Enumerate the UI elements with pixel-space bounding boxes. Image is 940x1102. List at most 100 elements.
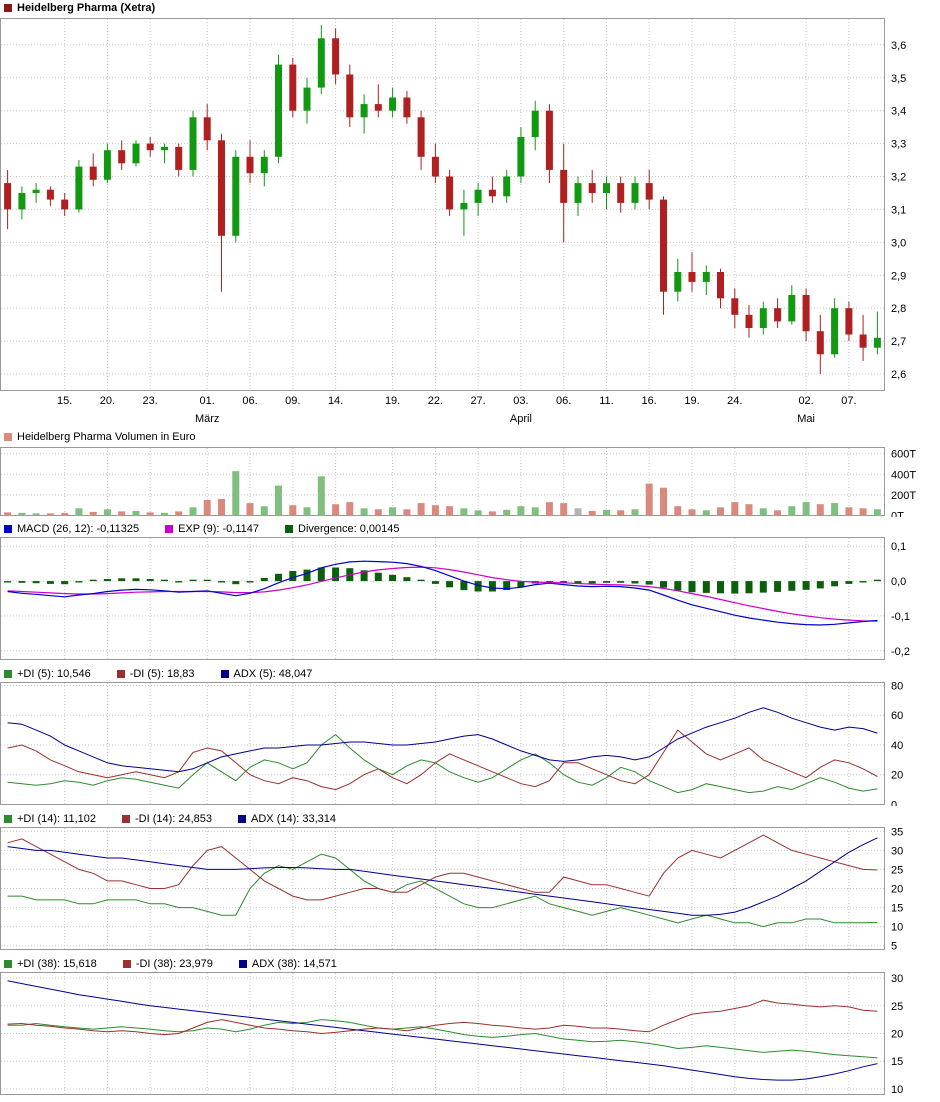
adx38-legend-item: ADX (38): 14,571 [238, 958, 337, 970]
svg-text:80: 80 [891, 682, 903, 693]
price-candlestick-chart: 3,6 3,5 3,4 3,3 3,2 3,1 3,0 2,9 2,8 2,7 2,6 15. 20. 2… [0, 18, 906, 425]
svg-text:30: 30 [891, 845, 903, 857]
minus-di14-legend-item: -DI (14): 24,853 [121, 813, 213, 825]
exp-legend-item: EXP (9): -0,1147 [165, 523, 259, 535]
svg-text:2,7: 2,7 [891, 336, 906, 348]
svg-text:24.: 24. [727, 395, 742, 407]
svg-text:14.: 14. [328, 395, 343, 407]
minus-di5-swatch-icon [116, 670, 125, 678]
svg-text:06.: 06. [556, 395, 571, 407]
svg-text:Mai: Mai [797, 413, 815, 425]
svg-text:-0,2: -0,2 [891, 646, 910, 658]
plus-di38-legend-item: +DI (38): 15,618 [4, 958, 97, 970]
minus-di14-swatch-icon [121, 815, 130, 823]
di38-legend: +DI (38): 15,618 -DI (38): 23,979 ADX (3… [4, 958, 337, 970]
adx38-label: ADX (38): 14,571 [251, 958, 337, 970]
exp-series-swatch-icon [165, 525, 174, 533]
adx14-swatch-icon [238, 815, 247, 823]
svg-text:-0,1: -0,1 [891, 611, 910, 623]
price-legend-item: Heidelberg Pharma (Xetra) [4, 2, 155, 14]
svg-text:25: 25 [891, 1001, 903, 1013]
svg-text:2,9: 2,9 [891, 270, 906, 282]
svg-text:400T: 400T [891, 469, 916, 481]
svg-text:25: 25 [891, 864, 903, 876]
svg-text:2,8: 2,8 [891, 303, 906, 315]
plus-di38-swatch-icon [4, 960, 12, 968]
svg-text:23.: 23. [143, 395, 158, 407]
adx5-indicator-chart: 80 60 40 20 0 [0, 682, 903, 807]
svg-text:60: 60 [891, 710, 903, 722]
divergence-series-label: Divergence: 0,00145 [298, 523, 400, 535]
svg-text:30: 30 [891, 973, 903, 985]
svg-text:5: 5 [891, 941, 897, 951]
minus-di5-legend-item: -DI (5): 18,83 [116, 668, 195, 680]
svg-text:35: 35 [891, 827, 903, 838]
volume-bar-chart: 600T 400T 200T 0T [0, 447, 916, 518]
price-series-swatch-icon [4, 4, 12, 12]
svg-text:200T: 200T [891, 490, 916, 502]
svg-text:02.: 02. [798, 395, 813, 407]
svg-text:April: April [510, 413, 532, 425]
volume-legend: Heidelberg Pharma Volumen in Euro [4, 431, 196, 443]
macd-legend: MACD (26, 12): -0,11325 EXP (9): -0,1147… [4, 523, 400, 535]
svg-text:16.: 16. [642, 395, 657, 407]
price-series-label: Heidelberg Pharma (Xetra) [17, 2, 156, 14]
svg-text:3,2: 3,2 [891, 172, 906, 184]
svg-text:15.: 15. [57, 395, 72, 407]
svg-text:11.: 11. [599, 395, 613, 407]
minus-di38-swatch-icon [122, 960, 131, 968]
adx5-legend-item: ADX (5): 48,047 [220, 668, 313, 680]
volume-legend-item: Heidelberg Pharma Volumen in Euro [4, 431, 196, 443]
svg-text:3,1: 3,1 [891, 204, 906, 216]
plus-di14-legend-item: +DI (14): 11,102 [4, 813, 96, 825]
macd-series-swatch-icon [4, 525, 12, 533]
plus-di5-swatch-icon [4, 670, 12, 678]
svg-text:22.: 22. [428, 395, 443, 407]
svg-text:2,6: 2,6 [891, 369, 906, 381]
plus-di14-label: +DI (14): 11,102 [17, 813, 96, 825]
macd-series-label: MACD (26, 12): -0,11325 [17, 523, 140, 535]
adx14-legend-item: ADX (14): 33,314 [238, 813, 336, 825]
svg-text:27.: 27. [470, 395, 485, 407]
minus-di5-label: -DI (5): 18,83 [129, 668, 195, 680]
svg-text:0: 0 [891, 800, 897, 807]
svg-text:19.: 19. [684, 395, 699, 407]
svg-text:10: 10 [891, 1084, 903, 1096]
svg-text:09.: 09. [285, 395, 300, 407]
svg-text:600T: 600T [891, 449, 916, 461]
svg-text:15: 15 [891, 1056, 903, 1068]
svg-text:06.: 06. [242, 395, 257, 407]
minus-di14-label: -DI (14): 24,853 [134, 813, 213, 825]
svg-text:0,0: 0,0 [891, 576, 906, 588]
exp-series-label: EXP (9): -0,1147 [178, 523, 259, 535]
svg-text:10: 10 [891, 922, 903, 934]
plus-di38-label: +DI (38): 15,618 [17, 958, 97, 970]
minus-di38-label: -DI (38): 23,979 [135, 958, 213, 970]
svg-text:3,3: 3,3 [891, 139, 906, 151]
svg-text:40: 40 [891, 740, 903, 752]
di5-legend: +DI (5): 10,546 -DI (5): 18,83 ADX (5): … [4, 668, 312, 680]
plus-di5-legend-item: +DI (5): 10,546 [4, 668, 91, 680]
svg-text:0T: 0T [891, 511, 904, 518]
svg-text:März: März [195, 413, 219, 425]
svg-text:03.: 03. [513, 395, 528, 407]
svg-text:20: 20 [891, 884, 903, 896]
svg-text:3,6: 3,6 [891, 40, 906, 52]
svg-text:0,1: 0,1 [891, 541, 906, 553]
minus-di38-legend-item: -DI (38): 23,979 [122, 958, 213, 970]
divergence-series-swatch-icon [285, 525, 293, 533]
plus-di5-label: +DI (5): 10,546 [17, 668, 91, 680]
adx5-label: ADX (5): 48,047 [233, 668, 313, 680]
svg-text:07.: 07. [841, 395, 856, 407]
macd-legend-item: MACD (26, 12): -0,11325 [4, 523, 139, 535]
price-legend: Heidelberg Pharma (Xetra) [4, 2, 155, 14]
adx14-indicator-chart: 35 30 25 20 15 10 5 [0, 827, 903, 951]
svg-text:3,0: 3,0 [891, 237, 906, 249]
svg-text:19.: 19. [385, 395, 400, 407]
svg-text:20: 20 [891, 1029, 903, 1041]
svg-text:20: 20 [891, 770, 903, 782]
plus-di14-swatch-icon [4, 815, 12, 823]
adx5-swatch-icon [220, 670, 229, 678]
volume-series-label: Heidelberg Pharma Volumen in Euro [17, 431, 196, 443]
macd-indicator-chart: 0,1 0,0 -0,1 -0,2 [0, 537, 910, 660]
